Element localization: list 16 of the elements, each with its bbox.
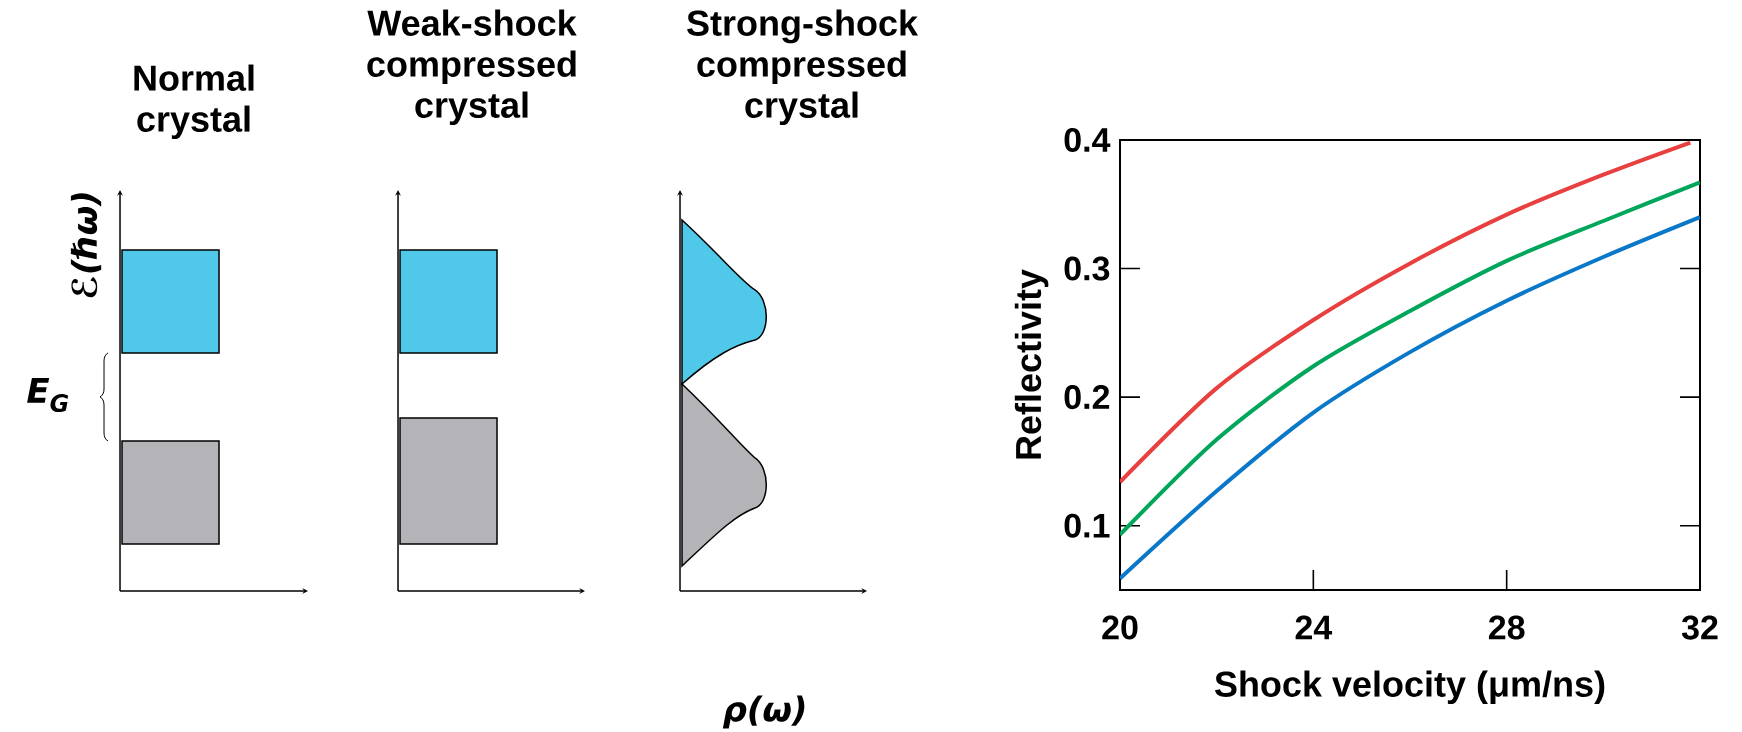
text: Weak-shock compressed crystal [367, 9, 577, 126]
x-tick-label: 20 [1102, 615, 1138, 640]
y-tick-label: 0.2 [1064, 385, 1110, 410]
text: E$_{G}$ [27, 378, 69, 413]
y-tick-label: 0.3 [1064, 256, 1110, 281]
text: ρ(ω) [722, 695, 805, 729]
x-tick-label: 32 [1681, 615, 1718, 640]
y-tick-label: 0.1 [1064, 513, 1110, 538]
text: Strong-shock compressed crystal [687, 9, 919, 126]
text: Normal crystal [134, 64, 254, 140]
x-tick-label: 28 [1488, 615, 1525, 640]
y-axis-title: Reflectivity [1014, 269, 1049, 459]
x-tick-label: 24 [1295, 615, 1333, 640]
x-axis-title: Shock velocity (μm/ns) [1214, 670, 1605, 705]
y-tick-label: 0.4 [1064, 128, 1111, 153]
text: ℰ(ℏω) [70, 193, 102, 298]
